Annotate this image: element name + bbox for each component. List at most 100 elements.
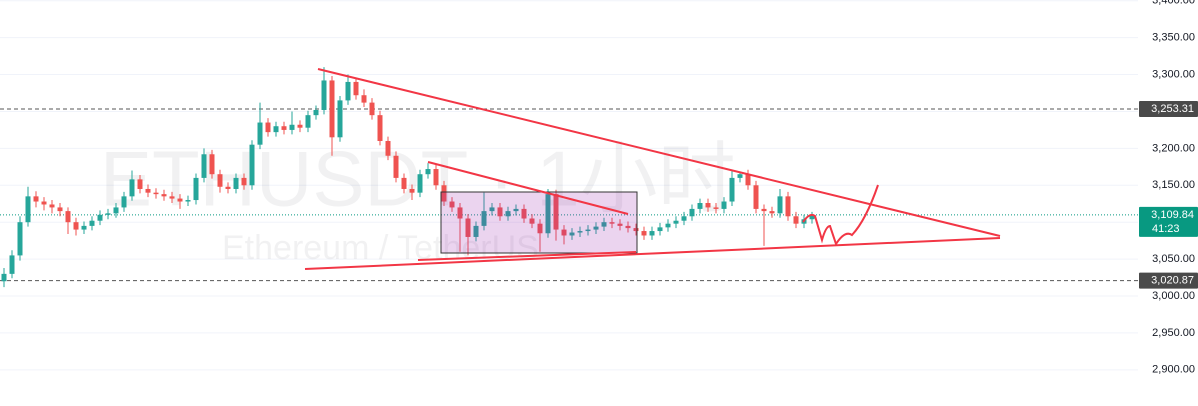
candle-body <box>785 196 791 217</box>
candle-body <box>409 188 415 193</box>
candle-body <box>585 229 591 232</box>
price-tag-label: 3,020.87 <box>1151 275 1194 287</box>
price-tag-label: 3,109.84 <box>1151 209 1194 221</box>
candle-body <box>353 81 359 96</box>
candle-body <box>681 216 687 221</box>
y-tick-label: 3,300.00 <box>1152 68 1195 80</box>
candle-body <box>489 207 495 212</box>
candle-body <box>113 207 119 214</box>
candle-body <box>561 229 567 236</box>
candle-body <box>697 203 703 209</box>
candle-body <box>73 222 79 230</box>
candle-body <box>201 154 207 178</box>
candle-body <box>577 231 583 233</box>
candle-body <box>377 115 383 141</box>
candle-body <box>673 220 679 224</box>
candle-body <box>233 177 239 189</box>
candle-body <box>505 211 511 217</box>
freehand-path <box>802 184 879 247</box>
candle-body <box>97 214 103 221</box>
candle-body <box>537 223 543 234</box>
candle-body <box>809 214 815 220</box>
candle-body <box>521 208 527 219</box>
candle-body <box>9 255 15 274</box>
candle-body <box>465 218 471 237</box>
candle-body <box>641 231 647 236</box>
candle-body <box>217 174 223 187</box>
candle-body <box>769 211 775 214</box>
candle-body <box>593 226 599 230</box>
candle-body <box>649 231 655 236</box>
trend-line <box>317 68 1001 237</box>
candle-body <box>65 211 71 223</box>
candle-body <box>321 80 327 110</box>
candle-body <box>297 124 303 128</box>
candle-body <box>553 194 559 230</box>
candle-body <box>737 174 743 178</box>
candle-body <box>425 169 431 175</box>
grid <box>0 0 1138 371</box>
candle-body <box>89 220 95 226</box>
drawings <box>304 68 1001 270</box>
y-tick-label: 3,150.00 <box>1152 179 1195 191</box>
candle-body <box>665 223 671 228</box>
candle-body <box>761 208 767 212</box>
candle-body <box>161 194 167 197</box>
candle-body <box>265 122 271 133</box>
candle-body <box>369 102 375 116</box>
price-tag-label: 3,253.31 <box>1151 103 1194 115</box>
candle-body <box>305 115 311 128</box>
candle-body <box>1 273 7 282</box>
candle-body <box>49 204 55 208</box>
candle-body <box>449 201 455 208</box>
candle-body <box>249 144 255 186</box>
candle-body <box>633 228 639 232</box>
candles <box>1 67 815 288</box>
trend-line <box>417 251 637 261</box>
candle-body <box>273 126 279 133</box>
candle-body <box>241 177 247 186</box>
candle-body <box>145 188 151 193</box>
candle-body <box>625 225 631 229</box>
y-tick-label: 3,350.00 <box>1152 32 1195 44</box>
candle-body <box>129 179 135 197</box>
candle-body <box>657 227 663 232</box>
candle-body <box>441 185 447 202</box>
candle-body <box>57 207 63 212</box>
candle-body <box>81 225 87 230</box>
candle-body <box>417 174 423 193</box>
y-tick-label: 3,050.00 <box>1152 253 1195 265</box>
price-tag <box>1139 101 1198 118</box>
candle-body <box>169 196 175 199</box>
candle-body <box>753 185 759 209</box>
candle-body <box>457 207 463 219</box>
y-tick-label: 3,000.00 <box>1152 290 1195 302</box>
price-tag <box>1139 206 1198 237</box>
candle-body <box>225 186 231 189</box>
candle-body <box>745 174 751 186</box>
candle-body <box>105 213 111 215</box>
price-lines <box>0 108 1138 282</box>
candle-body <box>705 203 711 208</box>
candle-body <box>153 192 159 195</box>
y-tick-label: 3,200.00 <box>1152 142 1195 154</box>
candle-body <box>497 207 503 217</box>
candle-body <box>601 222 607 227</box>
candle-body <box>793 216 799 224</box>
trend-line <box>427 161 629 215</box>
price-axis: 3,400.003,350.003,300.003,250.003,200.00… <box>1139 0 1198 376</box>
candle-body <box>329 80 335 138</box>
candle-body <box>777 196 783 214</box>
trend-line <box>304 237 1001 270</box>
range-box <box>440 191 638 254</box>
candle-body <box>121 196 127 208</box>
y-tick-label: 2,950.00 <box>1152 327 1195 339</box>
candle-body <box>393 155 399 178</box>
candle-body <box>481 211 487 226</box>
candle-body <box>529 218 535 224</box>
candle-body <box>177 198 183 202</box>
candle-body <box>433 169 439 186</box>
candle-body <box>33 196 39 202</box>
